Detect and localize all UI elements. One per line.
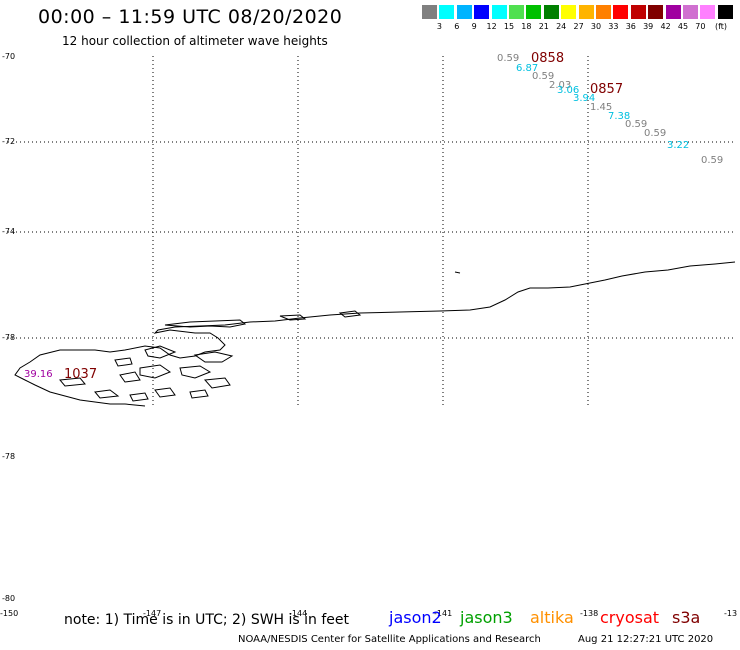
lat-label: -72 (2, 137, 16, 146)
lon-label: -147 (143, 609, 162, 618)
satellite-legend-s3a: s3a (672, 608, 701, 627)
scale-label: 33 (608, 22, 619, 31)
scale-swatch (700, 5, 716, 19)
scale-swatch (665, 5, 681, 19)
wave-value: 39.16 (24, 369, 53, 380)
scale-swatch (491, 5, 507, 19)
satellite-legend-jason3: jason3 (460, 608, 513, 627)
wave-value: 2.03 (549, 80, 572, 91)
lat-label: -80 (2, 594, 16, 603)
scale-swatch (526, 5, 542, 19)
wave-value: 3.06 (557, 85, 580, 96)
satellite-legend-cryosat: cryosat (600, 608, 660, 627)
lon-label: -144 (289, 609, 308, 618)
scale-label: 6 (454, 22, 460, 31)
time-label: 0858 (531, 51, 565, 66)
map-subtitle: 12 hour collection of altimeter wave hei… (62, 34, 328, 48)
scale-swatch (648, 5, 664, 19)
lon-label: -141 (434, 609, 453, 618)
scale-label: 15 (503, 22, 515, 31)
lon-label: -13 (724, 609, 738, 618)
lat-label: -78 (2, 452, 16, 461)
scale-swatch (439, 5, 455, 19)
scale-swatch (561, 5, 577, 19)
footnote: note: 1) Time is in UTC; 2) SWH is in fe… (64, 612, 350, 628)
wave-value: 0.59 (701, 155, 724, 166)
scale-swatch (474, 5, 490, 19)
scale-unit: (ft) (715, 22, 728, 31)
wave-value: 0.59 (644, 128, 667, 139)
footer-credit: NOAA/NESDIS Center for Satellite Applica… (238, 634, 541, 645)
coastline (14, 261, 736, 407)
wave-value: 0.59 (532, 71, 555, 82)
map-title: 00:00 – 11:59 UTC 08/20/2020 (38, 6, 343, 28)
scale-swatch (578, 5, 594, 19)
time-label: 0857 (590, 82, 624, 97)
satellite-legend-jason2: jason2 (389, 608, 442, 627)
wave-value: 0.59 (497, 53, 520, 64)
scale-label: 9 (471, 22, 477, 31)
scale-swatch (613, 5, 629, 19)
scale-swatch (456, 5, 472, 19)
satellite-legend-altika: altika (530, 608, 574, 627)
wave-value: 1.45 (590, 102, 613, 113)
scale-swatch (683, 5, 698, 19)
wave-value: 6.87 (516, 63, 539, 74)
scale-swatch (630, 5, 646, 19)
scale-swatch (509, 5, 524, 19)
scale-label: 21 (538, 22, 549, 31)
scale-label: 70 (695, 22, 706, 31)
scale-label: 18 (521, 22, 532, 31)
footer-timestamp: Aug 21 12:27:21 UTC 2020 (578, 634, 714, 645)
scale-label: 30 (590, 22, 602, 31)
lat-label: -74 (2, 227, 16, 236)
lat-label: -78 (2, 333, 16, 342)
scale-label: 3 (436, 22, 442, 31)
wave-value: 0.59 (625, 119, 648, 130)
scale-label: 27 (573, 22, 584, 31)
scale-swatch (543, 5, 559, 19)
scale-label: 39 (643, 22, 654, 31)
wave-value: 7.38 (608, 111, 631, 122)
scale-label: 12 (486, 22, 497, 31)
scale-swatch (717, 5, 733, 19)
scale-label: 42 (660, 22, 671, 31)
lat-label: -70 (2, 52, 16, 61)
wave-value: 3.94 (573, 93, 596, 104)
time-label: 1037 (64, 367, 98, 382)
scale-label: 45 (677, 22, 689, 31)
wave-value: 3.22 (667, 140, 690, 151)
scale-swatch (422, 5, 437, 19)
lon-label: -150 (0, 609, 19, 618)
scale-swatch (596, 5, 611, 19)
scale-label: 36 (625, 22, 636, 31)
lon-label: -138 (580, 609, 599, 618)
scale-label: 24 (556, 22, 567, 31)
graticule (8, 56, 735, 406)
